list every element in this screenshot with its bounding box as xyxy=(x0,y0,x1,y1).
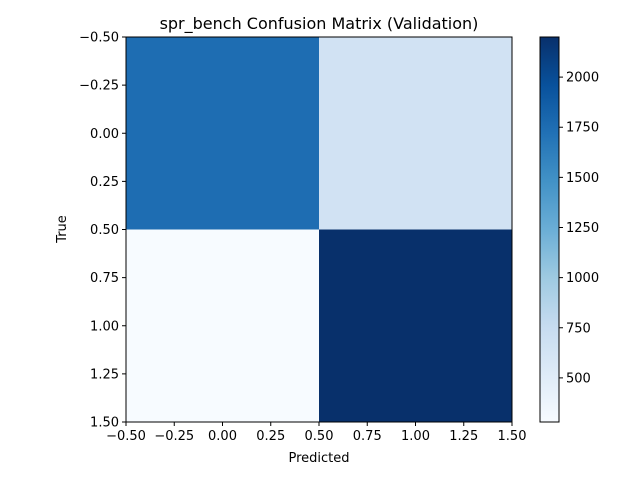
y-tick-label: 1.50 xyxy=(90,416,119,431)
x-tick-label: 1.25 xyxy=(449,429,478,444)
y-tick-label: 1.25 xyxy=(90,367,119,382)
colorbar-tick-label: 1750 xyxy=(566,121,599,136)
colorbar-ticks: 500 750 1000 1250 1500 1750 2000 xyxy=(559,71,599,386)
colorbar-tick-label: 1000 xyxy=(566,271,599,286)
y-tick-label: 0.75 xyxy=(90,271,119,286)
heatmap-cell-1-0 xyxy=(126,229,319,422)
x-axis-ticks: −0.50 −0.25 0.00 0.25 0.50 0.75 1.00 1.25 1.50 xyxy=(106,422,526,444)
y-axis-label: True xyxy=(55,215,70,244)
heatmap-cell-1-1 xyxy=(319,229,512,422)
heatmap-cells xyxy=(126,37,512,422)
x-tick-label: 1.50 xyxy=(498,429,527,444)
colorbar-tick-label: 2000 xyxy=(566,71,599,86)
heatmap-cell-0-1 xyxy=(319,37,512,230)
y-tick-label: 1.00 xyxy=(90,319,119,334)
x-tick-label: 0.25 xyxy=(256,429,285,444)
x-tick-label: 0.50 xyxy=(305,429,334,444)
heatmap-cell-0-0 xyxy=(126,37,319,230)
y-axis-ticks: −0.50 −0.25 0.00 0.25 0.50 0.75 1.00 1.25 1.50 xyxy=(79,31,126,431)
y-tick-label: −0.25 xyxy=(79,79,119,94)
x-tick-label: 1.00 xyxy=(401,429,430,444)
x-tick-label: −0.25 xyxy=(154,429,194,444)
colorbar xyxy=(540,37,559,422)
y-tick-label: 0.25 xyxy=(90,175,119,190)
x-tick-label: −0.50 xyxy=(106,429,146,444)
chart-title: spr_bench Confusion Matrix (Validation) xyxy=(160,14,479,34)
colorbar-tick-label: 1500 xyxy=(566,171,599,186)
colorbar-tick-label: 1250 xyxy=(566,221,599,236)
x-axis-label: Predicted xyxy=(288,451,349,466)
x-tick-label: 0.75 xyxy=(353,429,382,444)
colorbar-tick-label: 750 xyxy=(566,321,591,336)
y-tick-label: 0.00 xyxy=(90,127,119,142)
colorbar-frame xyxy=(539,36,560,423)
y-tick-label: −0.50 xyxy=(79,31,119,46)
y-tick-label: 0.50 xyxy=(90,223,119,238)
colorbar-tick-label: 500 xyxy=(566,371,591,386)
x-tick-label: 0.00 xyxy=(208,429,237,444)
